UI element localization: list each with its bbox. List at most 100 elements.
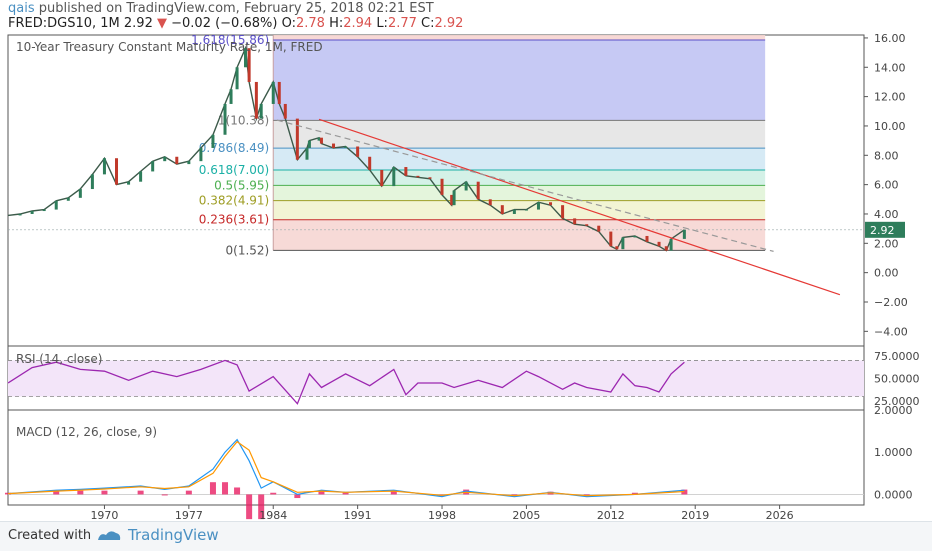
fib-level-label: 0.786(8.49)	[199, 141, 269, 155]
macd-histogram-bar	[390, 490, 397, 495]
y-tick-label: 4.00	[874, 208, 899, 221]
created-with-text: Created with	[8, 528, 92, 543]
macd-histogram-bar	[270, 492, 277, 495]
y-tick-label: 16.00	[874, 32, 906, 45]
red-trendline[interactable]	[318, 118, 841, 296]
candle	[380, 169, 384, 187]
macd-tick-label: 2.0000	[874, 404, 913, 417]
x-tick-label: 2019	[681, 509, 709, 521]
x-tick-label: 1998	[428, 509, 456, 521]
candle	[657, 241, 661, 247]
candle	[585, 224, 589, 226]
candle	[317, 137, 321, 141]
fib-zone	[273, 219, 766, 251]
y-tick-label: 8.00	[874, 149, 899, 162]
candle	[609, 231, 613, 247]
rsi-tick-label: 75.0000	[874, 350, 920, 363]
candle	[597, 225, 601, 232]
candle	[645, 235, 649, 242]
y-tick-label: −2.00	[874, 296, 908, 309]
candle	[283, 103, 287, 119]
candle	[573, 218, 577, 225]
y-tick-label: −4.00	[874, 325, 908, 338]
dashed-trendline[interactable]	[276, 119, 774, 252]
macd-histogram-bar	[631, 492, 638, 495]
candle	[66, 197, 70, 201]
fib-zone	[273, 169, 766, 186]
macd-histogram-bar	[53, 490, 60, 495]
candle	[621, 237, 625, 250]
open-label: O:	[281, 16, 296, 31]
y-tick-label: 2.00	[874, 237, 899, 250]
down-arrow-icon: ▼	[156, 16, 167, 31]
candle	[54, 200, 58, 210]
macd-histogram-bar	[342, 492, 349, 495]
low-value: 2.77	[387, 16, 417, 31]
macd-line	[7, 438, 685, 498]
y-tick-label: 10.00	[874, 120, 906, 133]
publish-text: published on TradingView.com, February 2…	[38, 1, 434, 16]
candle	[235, 67, 239, 90]
close-value: 2.92	[434, 16, 464, 31]
candle	[536, 202, 540, 210]
candle	[277, 81, 281, 104]
macd-histogram-bar	[246, 494, 253, 520]
candle	[163, 156, 167, 162]
candle	[187, 161, 191, 165]
candle	[307, 140, 311, 148]
author-link[interactable]: qais	[8, 1, 35, 16]
last-price: 2.92	[123, 16, 153, 31]
macd-histogram-bar	[294, 494, 301, 499]
candle	[476, 181, 480, 200]
candle	[500, 205, 504, 214]
high-value: 2.94	[343, 16, 373, 31]
close-label: C:	[421, 16, 435, 31]
open-value: 2.78	[295, 16, 325, 31]
macd-histogram-bar	[258, 494, 265, 520]
y-tick-label: 0.00	[874, 267, 899, 280]
macd-tick-label: 1.0000	[874, 446, 913, 459]
candle	[682, 229, 686, 239]
candle	[223, 103, 227, 135]
rsi-line	[7, 359, 685, 405]
x-tick-label: 2005	[512, 509, 540, 521]
y-tick-label: 12.00	[874, 91, 906, 104]
candle	[450, 194, 454, 206]
fib-zone	[273, 185, 766, 201]
candle	[211, 134, 215, 148]
candle	[669, 238, 673, 251]
price-series-line	[7, 45, 685, 252]
tradingview-brand[interactable]: TradingView	[96, 526, 219, 544]
rsi-tick-label: 25.0000	[874, 395, 920, 408]
candle	[428, 177, 432, 179]
candle	[175, 156, 179, 165]
candle	[42, 209, 46, 212]
candle	[127, 181, 131, 185]
rsi-title: RSI (14, close)	[16, 352, 102, 366]
candle	[561, 205, 565, 219]
candle	[78, 189, 82, 198]
fib-level-label: 1.618(15.86)	[191, 33, 269, 47]
candle	[151, 161, 155, 172]
chart-canvas[interactable]: 1.618(15.86)1(10.38)0.786(8.49)0.618(7.0…	[0, 0, 932, 521]
candle	[368, 156, 372, 170]
candle	[295, 118, 299, 160]
candle	[404, 167, 408, 176]
low-label: L:	[376, 16, 388, 31]
fib-zone	[273, 120, 766, 149]
price-badge	[865, 221, 905, 238]
candle	[440, 178, 444, 195]
fib-level-label: 0.618(7.00)	[199, 163, 269, 177]
candle	[244, 48, 248, 68]
candle	[139, 171, 143, 182]
x-tick-label: 1970	[90, 509, 118, 521]
candle	[102, 158, 106, 175]
candle	[549, 202, 553, 206]
candle	[615, 246, 619, 250]
macd-histogram-bar	[77, 490, 84, 495]
candle	[633, 235, 637, 238]
macd-histogram-bar	[161, 494, 168, 496]
candle	[524, 209, 528, 211]
candle	[452, 190, 456, 206]
main-chart-title: 10-Year Treasury Constant Maturity Rate,…	[16, 40, 323, 54]
